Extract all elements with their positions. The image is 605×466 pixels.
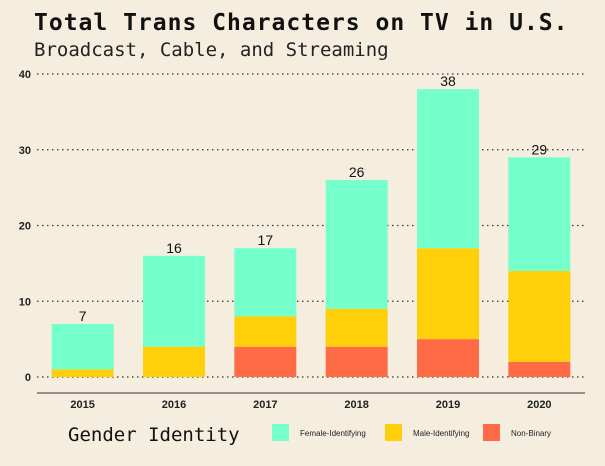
bar-male-identifying-2016 — [143, 346, 205, 377]
legend-swatch-non-binary — [483, 424, 500, 441]
bar-female-identifying-2018 — [325, 180, 388, 309]
bar-non-binary-2017 — [234, 346, 297, 377]
chart-title: Total Trans Characters on TV in U.S. — [34, 10, 569, 36]
total-label-2015: 7 — [79, 308, 87, 324]
x-tick-label-2018: 2018 — [344, 399, 368, 411]
bar-female-identifying-2020 — [508, 157, 571, 271]
legend-swatch-female-identifying — [272, 424, 289, 441]
legend-swatch-male-identifying — [385, 424, 402, 441]
bar-male-identifying-2015 — [51, 369, 114, 377]
y-tick-label-0: 0 — [25, 372, 31, 384]
bar-male-identifying-2018 — [325, 308, 388, 347]
bar-male-identifying-2017 — [234, 316, 297, 347]
bar-female-identifying-2017 — [234, 248, 297, 317]
legend-label-male-identifying: Male-Identifying — [413, 429, 469, 438]
bar-non-binary-2018 — [325, 346, 388, 377]
legend-title: Gender Identity — [68, 424, 240, 446]
bar-female-identifying-2016 — [143, 255, 205, 347]
total-label-2016: 16 — [166, 240, 182, 256]
bar-male-identifying-2020 — [508, 270, 571, 362]
x-tick-label-2019: 2019 — [436, 399, 460, 411]
y-tick-label-20: 20 — [19, 221, 31, 233]
total-label-2018: 26 — [349, 164, 365, 180]
total-label-2020: 29 — [532, 141, 548, 157]
y-tick-label-40: 40 — [19, 69, 31, 81]
x-tick-label-2017: 2017 — [253, 399, 277, 411]
y-tick-label-10: 10 — [19, 296, 31, 308]
total-label-2019: 38 — [440, 73, 456, 89]
bar-non-binary-2019 — [417, 339, 479, 377]
bar-female-identifying-2015 — [51, 323, 114, 370]
legend-label-non-binary: Non-Binary — [511, 429, 551, 438]
bar-non-binary-2020 — [508, 361, 571, 377]
x-tick-label-2016: 2016 — [162, 399, 186, 411]
bar-female-identifying-2019 — [417, 89, 479, 249]
x-tick-label-2020: 2020 — [527, 399, 551, 411]
legend-label-female-identifying: Female-Identifying — [300, 429, 366, 438]
total-label-2017: 17 — [258, 232, 274, 248]
x-tick-label-2015: 2015 — [70, 399, 94, 411]
y-tick-label-30: 30 — [19, 145, 31, 157]
bar-male-identifying-2019 — [417, 248, 479, 340]
chart-subtitle: Broadcast, Cable, and Streaming — [34, 39, 389, 61]
